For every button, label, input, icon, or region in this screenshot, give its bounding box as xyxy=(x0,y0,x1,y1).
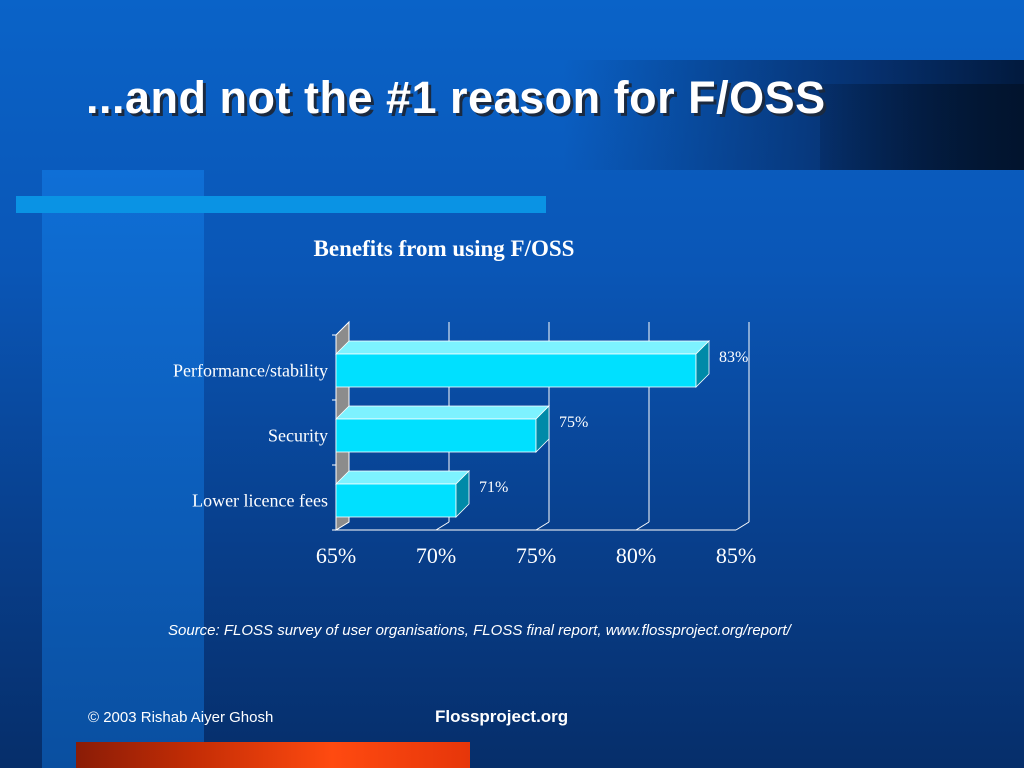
bar-2 xyxy=(335,483,457,518)
x-tick-label-0: 65% xyxy=(316,543,356,568)
bar-top-2 xyxy=(335,470,470,485)
bar-1 xyxy=(335,418,537,453)
bar-side-1 xyxy=(535,405,550,453)
bar-top-0 xyxy=(335,340,710,355)
accent-bar xyxy=(16,196,546,213)
data-label-2: 71% xyxy=(479,479,508,496)
bottom-accent-bar xyxy=(76,742,470,768)
slide-title: ...and not the #1 reason for F/OSS xyxy=(86,72,826,123)
background-stripe xyxy=(42,170,204,768)
chart-title: Benefits from using F/OSS xyxy=(313,236,575,261)
data-label-1: 75% xyxy=(559,414,588,431)
category-label-2: Lower licence fees xyxy=(192,491,328,511)
x-tick-label-2: 75% xyxy=(516,543,556,568)
bar-side-2 xyxy=(455,470,470,518)
category-label-1: Security xyxy=(268,426,328,446)
bar-0 xyxy=(335,353,697,388)
title-band-shadow xyxy=(820,84,1024,170)
floor-tick-1 xyxy=(435,521,450,531)
site-name: Flossproject.org xyxy=(435,707,569,726)
source-citation: Source: FLOSS survey of user organisatio… xyxy=(168,622,791,639)
floor-tick-4 xyxy=(735,521,750,531)
copyright-notice: © 2003 Rishab Aiyer Ghosh xyxy=(88,709,274,726)
x-tick-label-1: 70% xyxy=(416,543,456,568)
floor-tick-3 xyxy=(635,521,650,531)
data-label-0: 83% xyxy=(719,349,748,366)
x-tick-label-3: 80% xyxy=(616,543,656,568)
bar-top-1 xyxy=(335,405,550,420)
category-label-0: Performance/stability xyxy=(173,361,328,381)
x-tick-label-4: 85% xyxy=(716,543,756,568)
bar-side-0 xyxy=(695,340,710,388)
floor-tick-2 xyxy=(535,521,550,531)
